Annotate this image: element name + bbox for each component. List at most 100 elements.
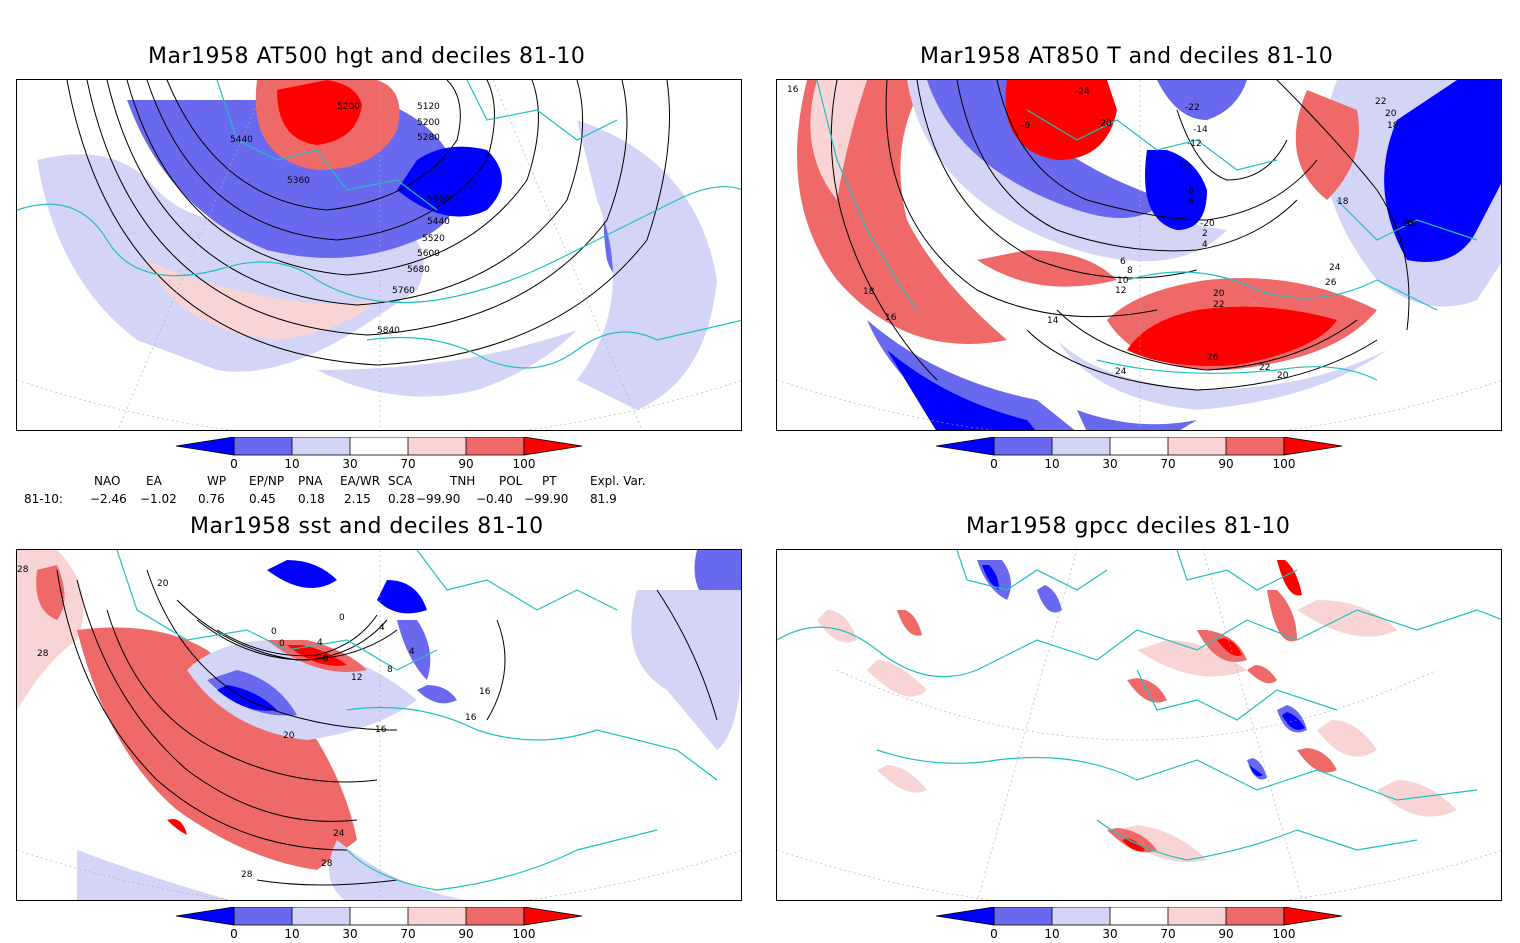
p2-contour-label: -12 (1187, 139, 1202, 149)
p1-contour-label: 5760 (392, 286, 415, 296)
p3-contour-label: 28 (321, 859, 333, 869)
index-header: EA/WR (340, 474, 381, 488)
index-value: 0.28 (388, 492, 415, 506)
p3-contour-label: 0 (271, 627, 277, 637)
colorbar-tick: 100 (513, 927, 536, 941)
p1-contour-label: 5120 (417, 102, 440, 112)
index-value: −2.46 (90, 492, 127, 506)
colorbar-tick: 90 (458, 927, 473, 941)
colorbar-tick: 90 (1218, 457, 1233, 471)
p2-contour-label: 16 (885, 313, 897, 323)
index-header: SCA (388, 474, 413, 488)
p3-contour-label: 20 (157, 579, 169, 589)
p2-contour-label: 6 (1120, 257, 1126, 267)
index-row-label: 81-10: (24, 492, 63, 506)
p3-contour-label: 28 (241, 870, 253, 880)
index-header: EA (146, 474, 162, 488)
p1-contour-label: 5200 (337, 102, 360, 112)
colorbar-tick: 0 (230, 927, 238, 941)
p3-contour-label: 12 (351, 673, 362, 683)
panel4-title: Mar1958 gpcc deciles 81-10 (966, 514, 1291, 539)
colorbar-tick: 0 (990, 457, 998, 471)
p2-contour-label: 16 (787, 85, 799, 95)
p2-contour-label: -24 (1075, 87, 1090, 97)
p1-contour-label: 5520 (422, 234, 445, 244)
p2-contour-label: 14 (1047, 316, 1059, 326)
p1-contour-label: 5440 (427, 217, 450, 227)
panel1-title: Mar1958 AT500 hgt and deciles 81-10 (148, 44, 586, 69)
colorbar-tick: 90 (458, 457, 473, 471)
colorbar-tick: 10 (1044, 457, 1059, 471)
p3-contour-label: 24 (333, 829, 345, 839)
colorbar-tick: 100 (1273, 457, 1296, 471)
p2-contour-label: 18 (863, 287, 875, 297)
index-header: WP (207, 474, 227, 488)
p2-contour-label: 26 (1325, 278, 1337, 288)
colorbar-tick: 10 (1044, 927, 1059, 941)
p2-contour-label: 24 (1329, 263, 1341, 273)
index-value: 2.15 (344, 492, 371, 506)
panel1-map: 5120 5200 5200 5280 5360 5360 5440 5440 … (16, 79, 742, 431)
index-header: TNH (450, 474, 476, 488)
p2-contour-label: 4 (1202, 240, 1208, 250)
panel3-map: 28 20 28 0 0 4 8 12 8 4 4 0 16 16 16 20 … (16, 549, 742, 901)
index-header: EP/NP (249, 474, 285, 488)
p1-contour-label: 5840 (377, 326, 400, 336)
panel4-colorbar: 0 10 30 70 90 100 (936, 907, 1343, 941)
p3-contour-label: 16 (375, 725, 387, 735)
p2-contour-label: 12 (1115, 286, 1126, 296)
p2-contour-label: 22 (1375, 97, 1386, 107)
p2-contour-label: -22 (1185, 103, 1200, 113)
index-header: PT (542, 474, 557, 488)
p3-contour-label: 0 (339, 613, 345, 623)
p2-contour-label: -20 (1200, 219, 1215, 229)
panel4-map (776, 549, 1502, 901)
p2-contour-label: -20 (1097, 119, 1112, 129)
colorbar-tick: 30 (1102, 457, 1117, 471)
p2-contour-label: 8 (1127, 266, 1133, 276)
p1-contour-label: 5360 (427, 195, 450, 205)
colorbar-tick: 0 (230, 457, 238, 471)
index-header: POL (499, 474, 523, 488)
index-header: PNA (298, 474, 323, 488)
p2-contour-label: 20 (1213, 289, 1225, 299)
panel4-map-svg (777, 550, 1501, 900)
index-value: 0.45 (249, 492, 276, 506)
index-value: −99.90 (416, 492, 461, 506)
panel3-map-svg: 28 20 28 0 0 4 8 12 8 4 4 0 16 16 16 20 … (17, 550, 741, 900)
panel2-title: Mar1958 AT850 T and deciles 81-10 (920, 44, 1334, 69)
p2-contour-label: 16 (1402, 219, 1414, 229)
colorbar-tick: 70 (400, 927, 415, 941)
p2-contour-label: 2 (1202, 229, 1208, 239)
p3-contour-label: 8 (323, 654, 329, 664)
p2-contour-label: 22 (1213, 300, 1224, 310)
p1-contour-label: 5680 (407, 265, 430, 275)
p2-contour-label: 20 (1385, 109, 1397, 119)
p3-contour-label: 16 (479, 687, 491, 697)
panel3-colorbar: 0 10 30 70 90 100 (176, 907, 583, 941)
colorbar-tick: 10 (284, 457, 299, 471)
p2-contour-label: 22 (1259, 363, 1270, 373)
index-value: −1.02 (140, 492, 177, 506)
p1-contour-label: 5440 (230, 135, 253, 145)
panel2-map-svg: 16 -24 -22 -20 -6 -14 -12 -10 -8 -6 -20 … (777, 80, 1501, 430)
index-value: 81.9 (590, 492, 617, 506)
p2-contour-label: -6 (1021, 121, 1030, 131)
p2-contour-label: 26 (1207, 353, 1219, 363)
colorbar-tick: 30 (1102, 927, 1117, 941)
p1-contour-label: 5200 (417, 118, 440, 128)
p1-contour-label: 5600 (417, 249, 440, 259)
p1-contour-label: 5280 (417, 133, 440, 143)
panel2-colorbar: 0 10 30 70 90 100 (936, 437, 1343, 471)
colorbar-tick: 70 (400, 457, 415, 471)
p3-contour-label: 4 (409, 647, 415, 657)
p2-contour-label: 20 (1277, 371, 1289, 381)
index-value: −99.90 (524, 492, 569, 506)
colorbar-tick: 10 (284, 927, 299, 941)
p2-contour-label: -6 (1185, 197, 1194, 207)
colorbar-tick: 100 (513, 457, 536, 471)
p3-contour-label: 4 (379, 623, 385, 633)
p3-contour-label: 28 (37, 649, 49, 659)
colorbar-arrow-high (524, 437, 582, 455)
p3-contour-label: 28 (17, 565, 29, 575)
